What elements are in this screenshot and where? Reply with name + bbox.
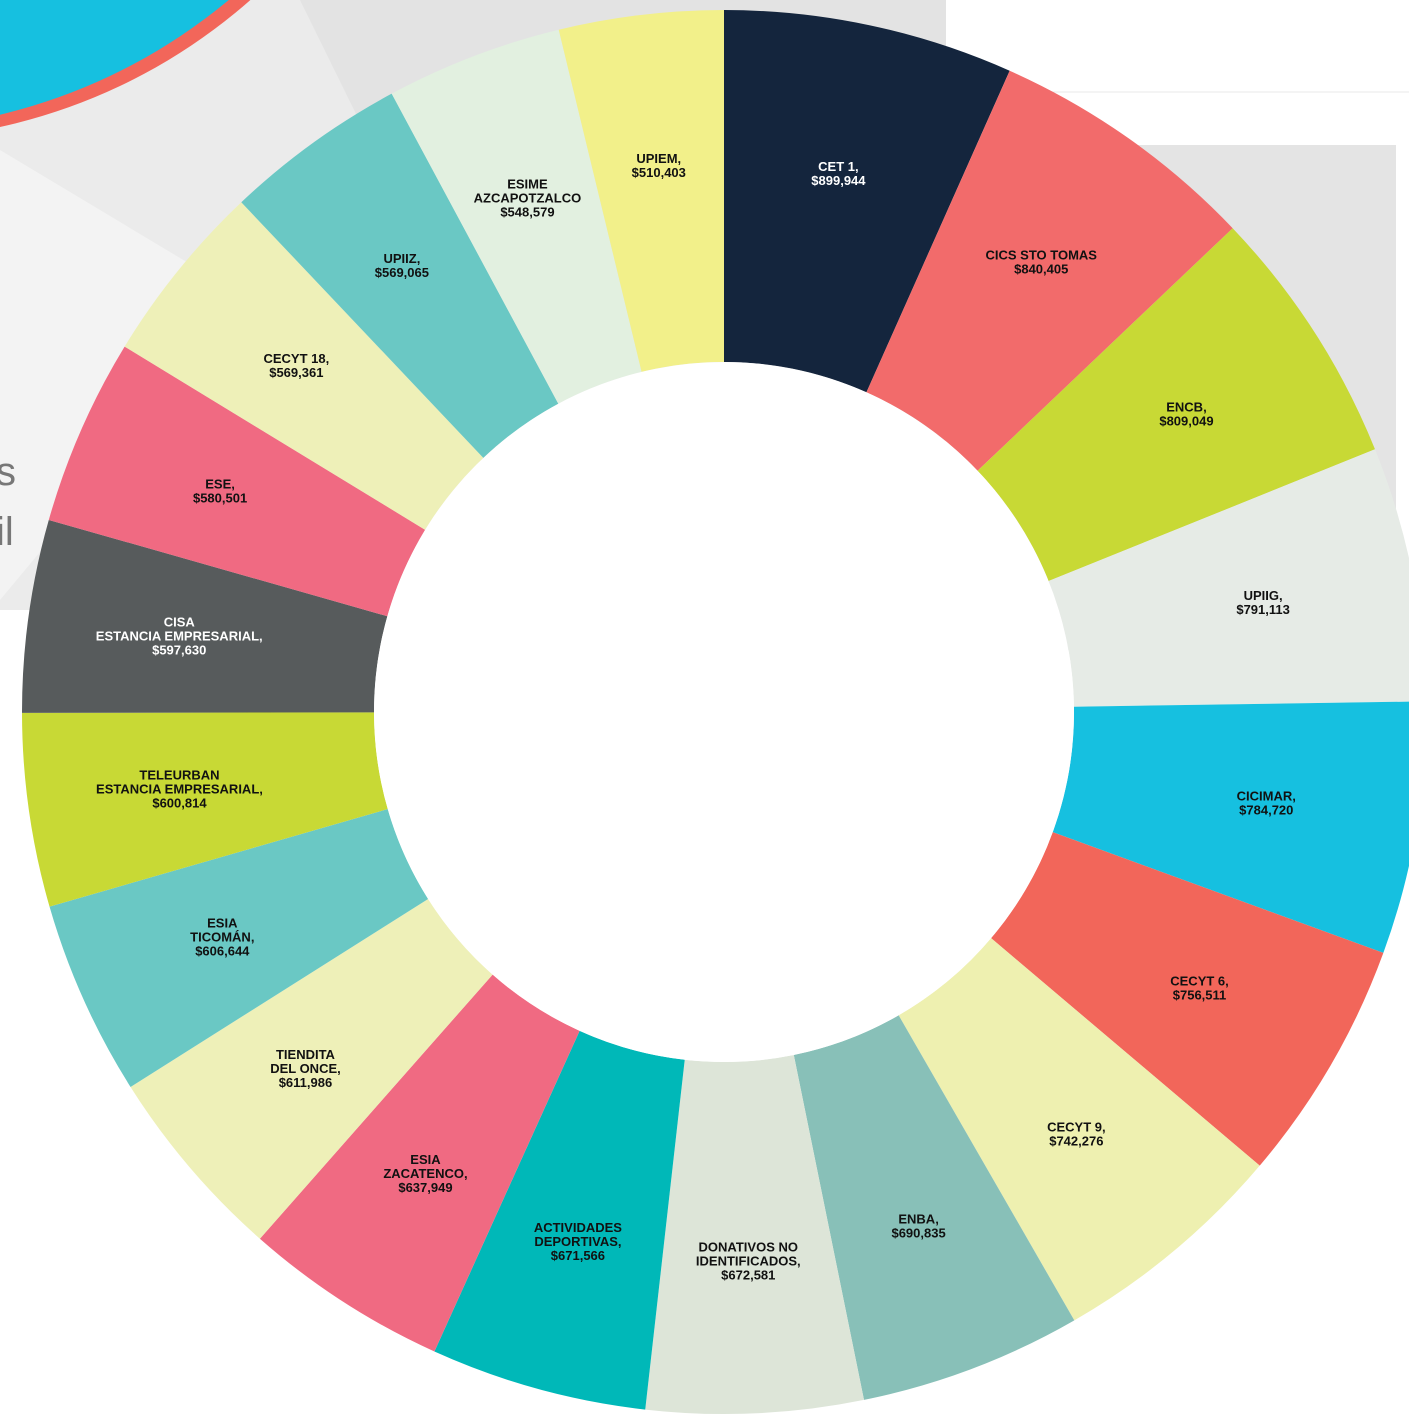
segment-label: DONATIVOS NO IDENTIFICADOS, (696, 1239, 801, 1268)
segment-label: CICS STO TOMAS (985, 248, 1097, 263)
label-line: ENBA, (898, 1211, 938, 1226)
value-label: $742,276 (1049, 1133, 1103, 1148)
donut-segment (124, 202, 484, 530)
decor-circle (0, 0, 229, 115)
segment-label: UPIIG, (1244, 588, 1283, 603)
label-line: DONATIVOS NO (699, 1239, 798, 1254)
donut-hole (374, 362, 1074, 1062)
label-line: CISA (164, 614, 196, 629)
donut-segment (977, 228, 1375, 582)
value-label: $569,361 (269, 365, 323, 380)
label-line: TICOMÁN, (190, 929, 254, 944)
label-line: TIENDITA (276, 1047, 336, 1062)
value-label: $611,986 (279, 1075, 333, 1090)
value-label: $597,630 (152, 642, 206, 657)
donut-segment (558, 10, 724, 372)
label-line: CECYT 9, (1047, 1119, 1106, 1134)
donut-segment (991, 832, 1384, 1166)
donut-segment (645, 1054, 864, 1414)
label-line: ENCB, (1166, 399, 1206, 414)
donut-segment (241, 93, 559, 458)
segment-label: ENCB, (1166, 399, 1206, 414)
value-label: $569,065 (375, 265, 429, 280)
value-label: $671,566 (551, 1248, 605, 1263)
value-label: $600,814 (152, 795, 207, 810)
segment-label: ACTIVIDADES DEPORTIVAS, (534, 1220, 622, 1249)
label-line: UPIIZ, (383, 251, 420, 266)
segment-label: UPIIZ, (383, 251, 420, 266)
segment-label: CECYT 6, (1170, 973, 1229, 988)
donut-segment (898, 938, 1260, 1321)
label-line: ESTANCIA EMPRESARIAL, (96, 781, 263, 796)
label-line: DEL ONCE, (270, 1061, 341, 1076)
value-label: $510,403 (632, 165, 686, 180)
donut-segment (793, 1015, 1075, 1400)
donut-segment (1052, 701, 1409, 953)
label-line: ESTANCIA EMPRESARIAL, (96, 628, 263, 643)
label-line: DEPORTIVAS, (534, 1234, 621, 1249)
label-line: CICIMAR, (1237, 789, 1296, 804)
segment-label: ESIME AZCAPOTZALCO (474, 176, 582, 205)
segment-label: ESIA TICOMÁN, (190, 915, 254, 944)
segment-label: CECYT 9, (1047, 1119, 1106, 1134)
value-label: $784,720 (1239, 803, 1293, 818)
segment-label: TELEURBAN ESTANCIA EMPRESARIAL, (96, 767, 263, 796)
donut-segment (1048, 449, 1409, 707)
value-label: $899,944 (811, 173, 866, 188)
label-line: ACTIVIDADES (534, 1220, 622, 1235)
label-line: CICS STO TOMAS (985, 248, 1097, 263)
segment-label: ESIA ZACATENCO, (383, 1152, 467, 1181)
label-line: UPIIG, (1244, 588, 1283, 603)
value-label: $637,949 (398, 1180, 452, 1195)
value-label: $580,501 (193, 491, 247, 506)
donut-segment (22, 712, 388, 907)
value-label: $548,579 (500, 204, 554, 219)
donut-segment (48, 346, 426, 617)
label-line: ESIA (207, 915, 238, 930)
label-line: ESE, (205, 477, 235, 492)
donut: CET 1,$899,944 CICS STO TOMAS$840,405 ENCB… (22, 10, 1409, 1414)
segment-label: CET 1, (818, 159, 858, 174)
donut-segment (22, 519, 388, 713)
text-fragment: il (0, 510, 14, 554)
value-label: $672,581 (721, 1267, 775, 1282)
label-line: CECYT 6, (1170, 973, 1229, 988)
label-line: ESIME (507, 176, 548, 191)
donut-segment (724, 10, 1010, 393)
donut-segment (866, 70, 1233, 471)
donut-segment (49, 809, 429, 1087)
donut-segment (259, 974, 580, 1352)
label-line: CECYT 18, (263, 351, 329, 366)
value-label: $606,644 (195, 943, 250, 958)
segment-label: UPIEM, (636, 151, 681, 166)
segment-label: ESE, (205, 477, 235, 492)
segment-label: CICIMAR, (1237, 789, 1296, 804)
label-line: ESIA (410, 1152, 441, 1167)
donut-segment (130, 898, 493, 1239)
segment-label: TIENDITA DEL ONCE, (270, 1047, 341, 1076)
label-line: ZACATENCO, (383, 1166, 467, 1181)
donut-segment (434, 1030, 685, 1410)
segment-label: CECYT 18, (263, 351, 329, 366)
label-line: UPIEM, (636, 151, 681, 166)
value-label: $756,511 (1173, 987, 1227, 1002)
label-line: AZCAPOTZALCO (474, 190, 582, 205)
value-label: $809,049 (1159, 413, 1213, 428)
value-label: $840,405 (1014, 262, 1068, 277)
segment-label: CISA ESTANCIA EMPRESARIAL, (96, 614, 263, 643)
segment-label: ENBA, (898, 1211, 938, 1226)
label-line: CET 1, (818, 159, 858, 174)
label-line: TELEURBAN (139, 767, 219, 782)
value-label: $690,835 (891, 1225, 945, 1240)
label-line: IDENTIFICADOS, (696, 1253, 801, 1268)
value-label: $791,113 (1236, 602, 1290, 617)
text-fragment: s (0, 450, 16, 494)
donut-segment (391, 29, 642, 404)
